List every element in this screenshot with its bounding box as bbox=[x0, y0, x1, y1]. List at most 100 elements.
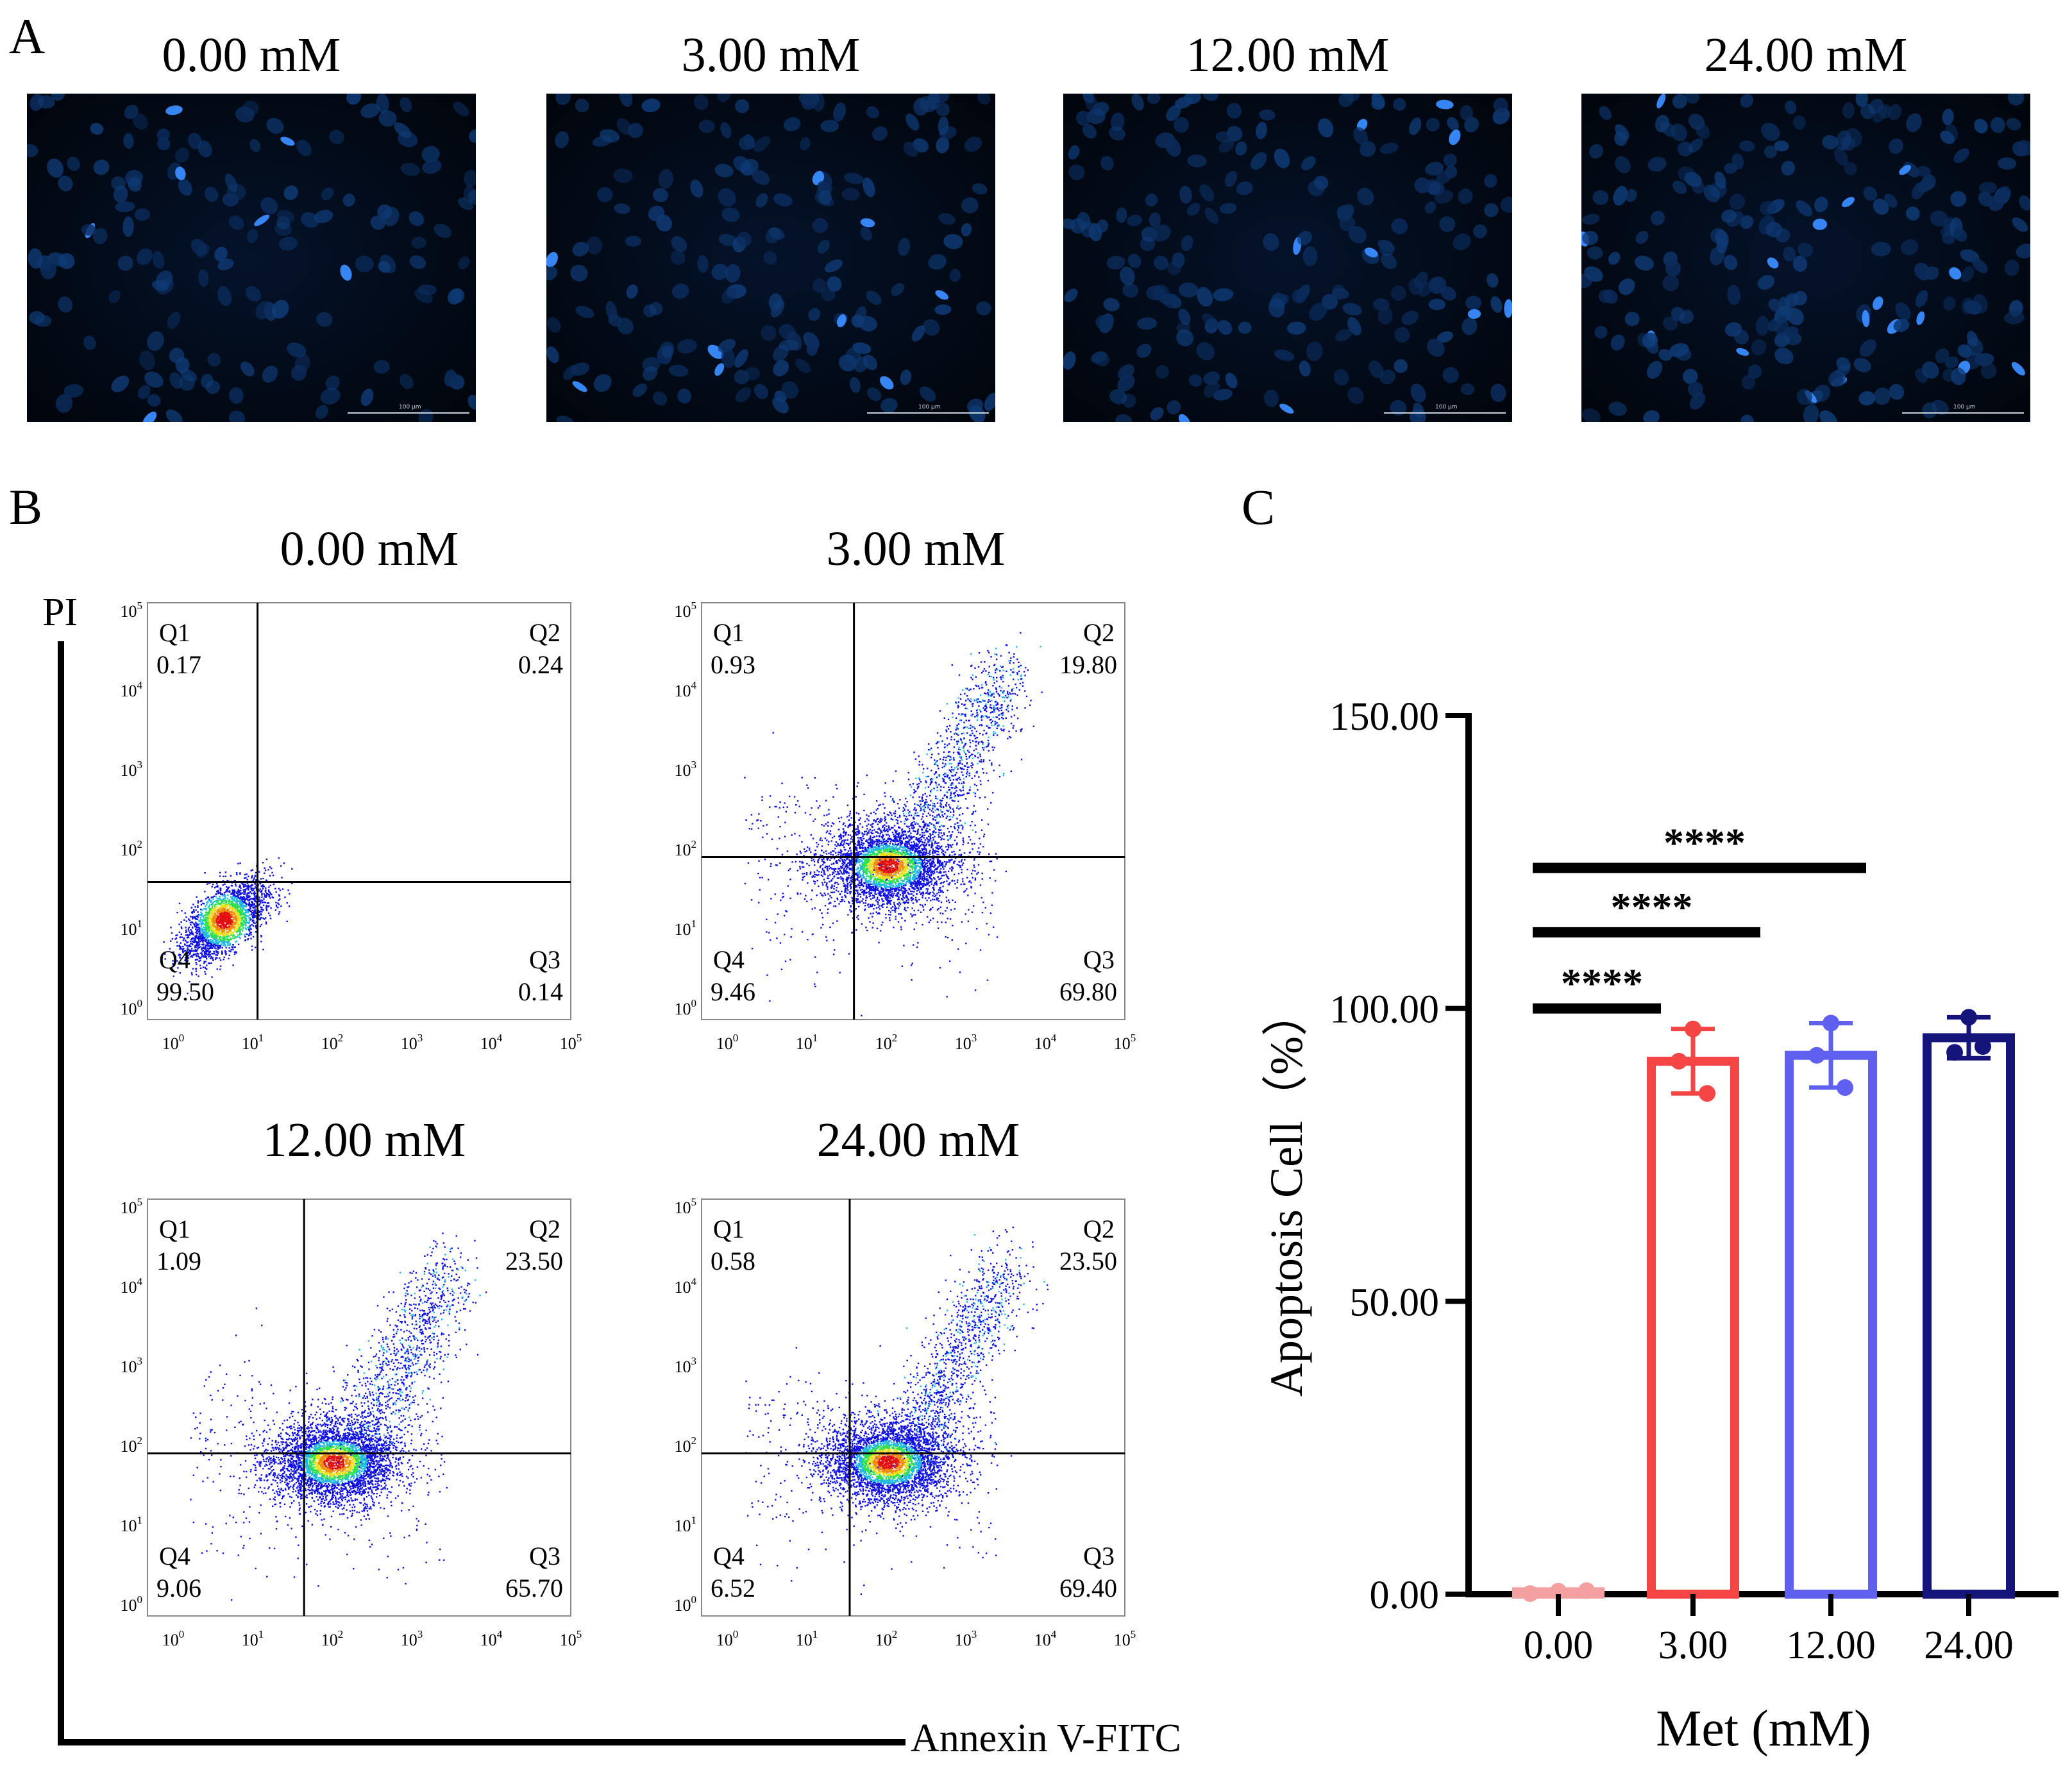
cell-nucleus bbox=[781, 381, 799, 399]
cell-nucleus bbox=[1624, 312, 1640, 326]
cell-nucleus bbox=[165, 409, 183, 422]
cell-nucleus bbox=[1360, 141, 1376, 157]
cell-nucleus bbox=[2017, 140, 2030, 156]
cell-nucleus bbox=[1409, 117, 1422, 135]
cell-nucleus bbox=[1774, 316, 1789, 336]
cell-nucleus bbox=[1458, 188, 1473, 205]
cell-nucleus bbox=[1899, 165, 1911, 175]
cell-nucleus bbox=[769, 227, 785, 240]
cell-nucleus bbox=[613, 168, 633, 183]
cell-nucleus bbox=[1677, 141, 1693, 156]
cell-nucleus bbox=[1944, 357, 1959, 369]
q2-label: Q2 bbox=[529, 1215, 560, 1243]
cell-nucleus bbox=[961, 197, 979, 214]
cell-nucleus bbox=[1973, 294, 1988, 314]
cell-nucleus bbox=[1966, 337, 1984, 356]
cell-nucleus bbox=[977, 94, 991, 105]
cell-nucleus bbox=[1724, 163, 1738, 174]
cell-nucleus bbox=[260, 197, 278, 215]
y-tick-label: 104 bbox=[121, 679, 143, 700]
q2-value: 19.80 bbox=[1059, 650, 1117, 679]
cell-nucleus bbox=[735, 387, 752, 403]
cell-nucleus bbox=[296, 140, 312, 156]
x-tick-label: 102 bbox=[321, 1032, 344, 1053]
cell-nucleus bbox=[1251, 152, 1267, 170]
x-tick-label: 101 bbox=[242, 1032, 264, 1053]
cell-nucleus bbox=[643, 366, 658, 381]
cell-nucleus bbox=[662, 345, 674, 358]
cell-nucleus bbox=[1263, 389, 1279, 407]
cell-nucleus bbox=[1665, 260, 1681, 277]
cell-nucleus bbox=[1647, 360, 1663, 379]
data-point bbox=[1975, 1038, 1991, 1055]
q2-value: 23.50 bbox=[505, 1247, 563, 1275]
cell-nucleus bbox=[745, 367, 761, 380]
cell-nucleus bbox=[1428, 298, 1445, 310]
cell-nucleus bbox=[721, 348, 736, 368]
cell-nucleus bbox=[1971, 257, 1988, 274]
cell-nucleus bbox=[1943, 296, 1956, 311]
cell-nucleus bbox=[1238, 321, 1252, 334]
cell-nucleus bbox=[738, 135, 755, 151]
cell-nucleus bbox=[1949, 267, 1962, 280]
cell-nucleus bbox=[1149, 212, 1161, 228]
cell-nucleus bbox=[1853, 358, 1871, 373]
cell-nucleus bbox=[1736, 348, 1749, 356]
panel-label-a: A bbox=[9, 8, 46, 64]
cell-nucleus bbox=[453, 101, 469, 117]
bar-12.00 bbox=[1785, 1050, 1877, 1599]
cell-nucleus bbox=[1156, 365, 1169, 379]
q3-value: 69.40 bbox=[1059, 1574, 1117, 1602]
micro-title-2: 3.00 mM bbox=[681, 28, 861, 82]
cell-nucleus bbox=[214, 246, 228, 262]
cell-nucleus bbox=[124, 105, 139, 119]
x-tick-label: 103 bbox=[401, 1032, 423, 1053]
cell-nucleus bbox=[249, 139, 261, 153]
cell-nucleus bbox=[1196, 342, 1215, 360]
cell-nucleus bbox=[934, 304, 952, 315]
cell-nucleus bbox=[837, 314, 846, 328]
cell-nucleus bbox=[844, 172, 864, 185]
y-tick-label: 50.00 bbox=[1350, 1281, 1440, 1324]
cell-nucleus bbox=[178, 178, 192, 196]
cell-nucleus bbox=[1309, 303, 1327, 321]
cell-nucleus bbox=[1484, 174, 1497, 188]
q3-label: Q3 bbox=[529, 945, 560, 974]
cell-nucleus bbox=[55, 394, 73, 413]
cell-nucleus bbox=[697, 255, 709, 273]
q4-label: Q4 bbox=[159, 945, 190, 974]
x-tick-label: 0.00 bbox=[1524, 1624, 1594, 1667]
cell-nucleus bbox=[795, 358, 811, 373]
flow-y-axis-line bbox=[58, 641, 64, 1745]
q4-value: 6.52 bbox=[711, 1574, 755, 1602]
x-tick-label: 101 bbox=[796, 1032, 818, 1053]
micro-image-4: 100 μm bbox=[1581, 94, 2030, 422]
cell-nucleus bbox=[779, 324, 796, 340]
x-tick-label: 105 bbox=[560, 1032, 582, 1053]
cell-nucleus bbox=[838, 354, 857, 372]
scale-bar bbox=[348, 412, 469, 414]
cell-nucleus bbox=[670, 250, 686, 265]
cell-nucleus bbox=[649, 301, 663, 315]
cell-nucleus bbox=[377, 204, 392, 219]
scale-label: 100 μm bbox=[1953, 404, 1976, 410]
cell-nucleus bbox=[1306, 341, 1323, 362]
cell-nucleus bbox=[546, 252, 558, 267]
q2-value: 0.24 bbox=[518, 650, 563, 679]
cell-nucleus bbox=[315, 405, 328, 419]
cell-nucleus bbox=[201, 374, 214, 389]
cell-nucleus bbox=[1081, 221, 1096, 238]
flow-x-axis-line bbox=[58, 1739, 905, 1745]
cell-nucleus bbox=[175, 166, 186, 181]
cell-nucleus bbox=[245, 286, 262, 302]
cell-nucleus bbox=[1152, 224, 1171, 242]
y-tick-label: 104 bbox=[675, 1275, 697, 1297]
cell-nucleus bbox=[314, 210, 333, 223]
cell-nucleus bbox=[1901, 239, 1919, 255]
bar-24.00 bbox=[1923, 1033, 2015, 1599]
cell-nucleus bbox=[1426, 339, 1445, 357]
micro-title-3: 12.00 mM bbox=[1186, 28, 1390, 82]
cell-nucleus bbox=[373, 360, 390, 374]
cell-nucleus bbox=[262, 366, 278, 383]
cell-nucleus bbox=[1584, 266, 1603, 282]
